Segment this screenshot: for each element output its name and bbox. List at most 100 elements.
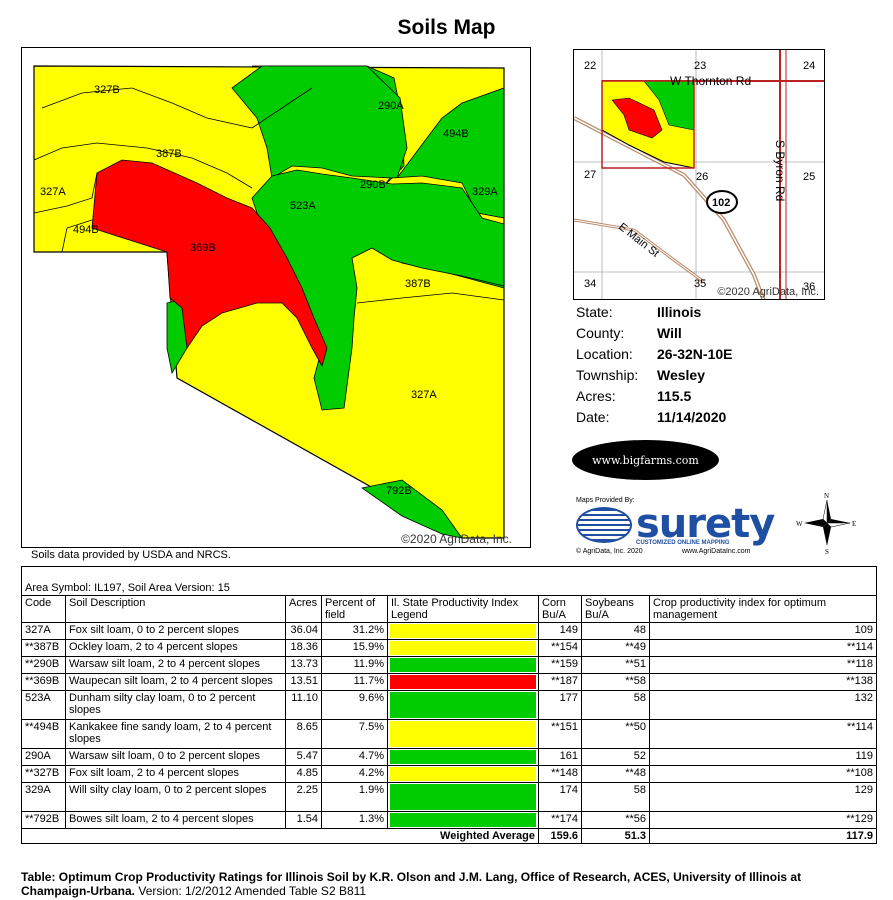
footnote-rest: Version: 1/2/2012 Amended Table S2 B811 [135, 884, 367, 898]
info-row-location: Location: 26-32N-10E [576, 345, 733, 362]
cell-desc: Waupecan silt loam, 2 to 4 percent slope… [65, 673, 286, 691]
road-main-st [574, 218, 705, 284]
cell-desc: Fox silt loam, 0 to 2 percent slopes [65, 622, 286, 640]
cell-desc: Warsaw silt loam, 0 to 2 percent slopes [65, 748, 286, 766]
section-label: 34 [584, 278, 596, 290]
cell-corn: 149 [538, 622, 582, 640]
cell-pct: 31.2% [321, 622, 388, 640]
cell-acres: 18.36 [285, 639, 322, 657]
cell-legend [387, 639, 539, 657]
table-row: **290B Warsaw silt loam, 2 to 4 percent s… [21, 656, 877, 674]
soil-label: 387B [156, 148, 182, 160]
route-number: 102 [712, 197, 730, 209]
route-shield [706, 190, 738, 214]
bigfarms-logo[interactable]: www.bigfarms.com [572, 440, 719, 480]
cell-code: **494B [21, 719, 66, 749]
col-header-desc: Soil Description [65, 595, 286, 623]
cell-soy: 48 [581, 622, 650, 640]
table-row: 290A Warsaw silt loam, 0 to 2 percent slo… [21, 748, 877, 766]
table-header-row: Code Soil Description Acres Percent of f… [21, 595, 877, 623]
productivity-swatch [390, 658, 536, 672]
table-row: 329A Will silty clay loam, 0 to 2 percent… [21, 782, 877, 812]
soils-map-canvas: 327B 290A 494B 387B 327A 290B 329A 523A … [33, 65, 505, 539]
cell-cpi: **114 [649, 639, 877, 657]
productivity-swatch [390, 675, 536, 689]
cell-desc: Kankakee fine sandy loam, 2 to 4 percent… [65, 719, 286, 749]
cell-corn: **174 [538, 811, 582, 829]
info-row-date: Date: 11/14/2020 [576, 408, 727, 425]
col-header-pct: Percent of field [321, 595, 388, 623]
cell-pct: 7.5% [321, 719, 388, 749]
soils-map[interactable]: 327B 290A 494B 387B 327A 290B 329A 523A … [21, 47, 531, 548]
soil-zone-792B [361, 479, 463, 539]
area-symbol: Area Symbol: IL197, Soil Area Version: 1… [21, 566, 877, 596]
globe-icon [576, 507, 632, 543]
cell-pct: 4.7% [321, 748, 388, 766]
locator-map-canvas: 22 23 24 27 26 25 34 35 36 W Thornton Rd… [574, 50, 824, 299]
cell-soy: **58 [581, 673, 650, 691]
section-label: 22 [584, 60, 596, 72]
cell-pct: 4.2% [321, 765, 388, 783]
cell-pct: 11.7% [321, 673, 388, 691]
cell-legend [387, 690, 539, 720]
section-label: 23 [694, 60, 706, 72]
soil-label: 329A [472, 186, 498, 198]
section-label: 24 [803, 60, 815, 72]
cell-acres: 1.54 [285, 811, 322, 829]
productivity-swatch [390, 767, 536, 781]
compass-n: N [824, 492, 829, 500]
locator-map[interactable]: 22 23 24 27 26 25 34 35 36 W Thornton Rd… [573, 49, 825, 300]
soil-label: 523A [290, 200, 316, 212]
cell-acres: 4.85 [285, 765, 322, 783]
weighted-average-row: Weighted Average 159.6 51.3 117.9 [21, 828, 877, 844]
road-label-byron: S Byron Rd [773, 140, 787, 201]
cell-cpi: **108 [649, 765, 877, 783]
table-row: **494B Kankakee fine sandy loam, 2 to 4 p… [21, 719, 877, 749]
soil-label: 327A [411, 389, 437, 401]
cell-desc: Will silty clay loam, 0 to 2 percent slo… [65, 782, 286, 812]
cell-acres: 13.51 [285, 673, 322, 691]
cell-legend [387, 782, 539, 812]
col-header-soy: Soybeans Bu/A [581, 595, 650, 623]
surety-provided-label: Maps Provided By: [576, 497, 635, 504]
table-row: **792B Bowes silt loam, 2 to 4 percent sl… [21, 811, 877, 829]
cell-cpi: **118 [649, 656, 877, 674]
weighted-cpi: 117.9 [649, 828, 877, 844]
soil-zone-369B [91, 159, 328, 368]
cell-code: **387B [21, 639, 66, 657]
productivity-swatch [390, 813, 536, 827]
weighted-label: Weighted Average [21, 828, 539, 844]
cell-desc: Dunham silty clay loam, 0 to 2 percent s… [65, 690, 286, 720]
soil-label: 369B [190, 242, 216, 254]
soil-label: 494B [73, 224, 99, 236]
col-header-corn: Corn Bu/A [538, 595, 582, 623]
page-title: Soils Map [397, 16, 496, 39]
soil-label: 494B [443, 128, 469, 140]
cell-soy: **56 [581, 811, 650, 829]
cell-desc: Bowes silt loam, 2 to 4 percent slopes [65, 811, 286, 829]
soil-label: 792B [386, 485, 412, 497]
cell-pct: 11.9% [321, 656, 388, 674]
cell-acres: 36.04 [285, 622, 322, 640]
info-row-county: County: Will [576, 324, 682, 341]
cell-acres: 13.73 [285, 656, 322, 674]
footnote-bold: Table: Optimum Crop Productivity Ratings… [21, 870, 802, 898]
productivity-swatch [390, 721, 536, 747]
cell-corn: **159 [538, 656, 582, 674]
cell-legend [387, 656, 539, 674]
compass-rose-icon: N S W E [796, 492, 856, 554]
cell-corn: 177 [538, 690, 582, 720]
weighted-soy: 51.3 [581, 828, 650, 844]
table-row: 327A Fox silt loam, 0 to 2 percent slopes… [21, 622, 877, 640]
col-header-cpi: Crop productivity index for optimum mana… [649, 595, 877, 623]
cell-corn: 161 [538, 748, 582, 766]
cell-legend [387, 748, 539, 766]
cell-cpi: 129 [649, 782, 877, 812]
table-row: **327B Fox silt loam, 2 to 4 percent slop… [21, 765, 877, 783]
weighted-corn: 159.6 [538, 828, 582, 844]
compass-e: E [852, 520, 856, 528]
cell-cpi: **129 [649, 811, 877, 829]
surety-logo[interactable]: Maps Provided By: surety CUSTOMIZED ONLI… [574, 497, 780, 557]
col-header-acres: Acres [285, 595, 322, 623]
cell-acres: 2.25 [285, 782, 322, 812]
